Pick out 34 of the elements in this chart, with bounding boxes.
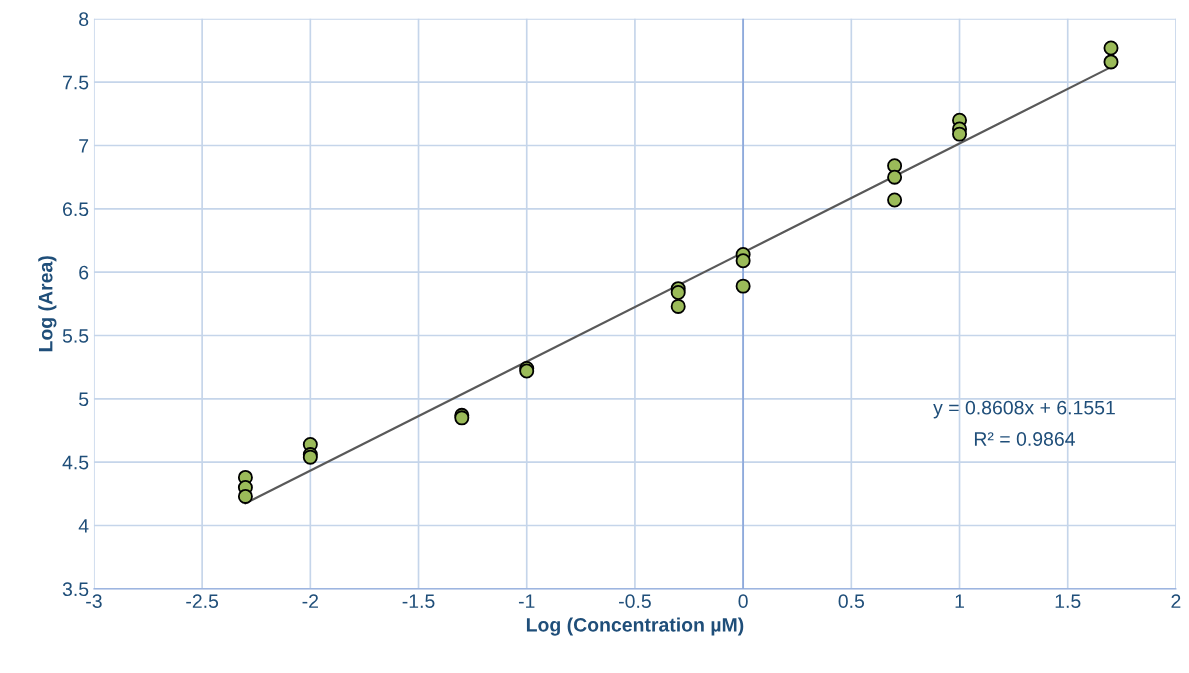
annotation: R² = 0.9864 <box>974 432 1075 446</box>
x-tick-label: 2 <box>1171 594 1181 608</box>
y-tick-label: 6 <box>79 265 89 280</box>
y-tick-label: 4 <box>78 519 89 533</box>
point <box>1103 54 1119 70</box>
x-tick-label: -2.5 <box>186 594 219 609</box>
x-tick-label: 1 <box>955 594 964 608</box>
y-axis-title: Log (Area) <box>38 256 57 352</box>
x-axis-title: Log (Concentration µM) <box>526 617 744 636</box>
point <box>237 488 253 504</box>
y-tick-label: 3.5 <box>62 582 89 597</box>
y-tick-label: 6.5 <box>63 202 89 217</box>
x-tick-label: 0.5 <box>838 594 865 609</box>
x-tick-label: -3 <box>86 594 102 609</box>
point <box>887 169 903 185</box>
point <box>735 253 751 269</box>
x-tick-label: -1.5 <box>402 594 435 609</box>
y-tick-label: 5.5 <box>62 329 89 343</box>
y-tick-label: 4.5 <box>62 455 89 470</box>
point <box>1103 40 1119 56</box>
x-tick-label: 1.5 <box>1055 594 1081 609</box>
x-tick-label: 0 <box>738 594 748 609</box>
y-tick-label: 5 <box>79 392 89 407</box>
x-tick-label: -1 <box>518 594 535 608</box>
y-tick-label: 7.5 <box>63 75 89 90</box>
annotation: y = 0.8608x + 6.1551 <box>933 400 1115 419</box>
y-tick-label: 7 <box>79 139 89 153</box>
point <box>952 126 968 142</box>
point <box>735 278 751 294</box>
y-tick-label: 8 <box>79 12 89 27</box>
x-tick-label: -2 <box>302 594 318 608</box>
point <box>887 192 903 208</box>
point <box>670 298 686 314</box>
x-tick-label: -0.5 <box>619 594 651 609</box>
